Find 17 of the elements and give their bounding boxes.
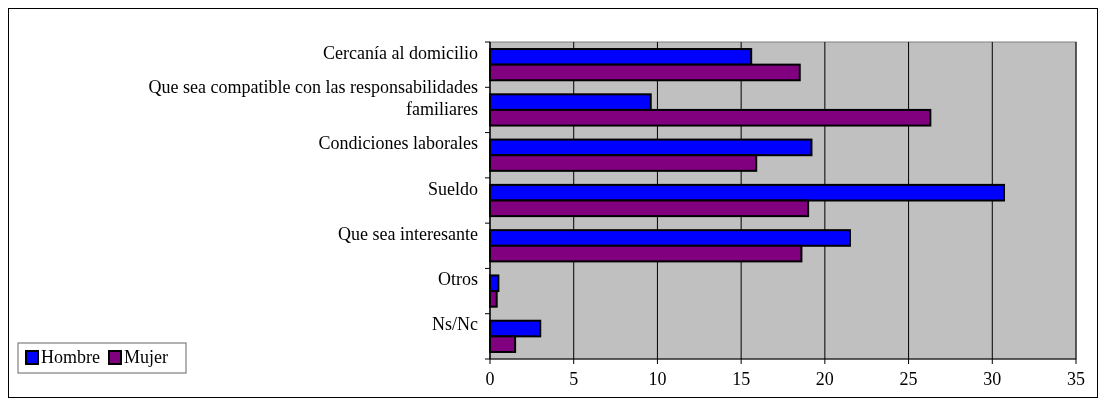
y-tick-label: Ns/Nc [432, 314, 478, 335]
x-tick-label: 20 [815, 369, 834, 389]
x-tick-label: 30 [983, 369, 1002, 389]
legend-label: Hombre [41, 347, 100, 367]
legend-label: Mujer [124, 347, 168, 367]
x-tick-label: 15 [732, 369, 751, 389]
y-tick-label: Otros [438, 269, 478, 290]
y-tick-label: Que sea interesante [338, 223, 478, 244]
y-tick-label: Que sea compatible con las responsabilidades familiares [148, 76, 478, 119]
x-tick-label: 10 [648, 369, 667, 389]
x-tick-label: 5 [569, 369, 579, 389]
y-tick-label: Cercanía al domicilio [323, 42, 478, 63]
y-tick-label: Sueldo [427, 178, 478, 199]
x-tick-label: 35 [1067, 369, 1085, 389]
x-tick-label: 25 [899, 369, 918, 389]
y-tick-label: Condiciones laborales [318, 133, 478, 154]
x-tick-label: 0 [485, 369, 495, 389]
